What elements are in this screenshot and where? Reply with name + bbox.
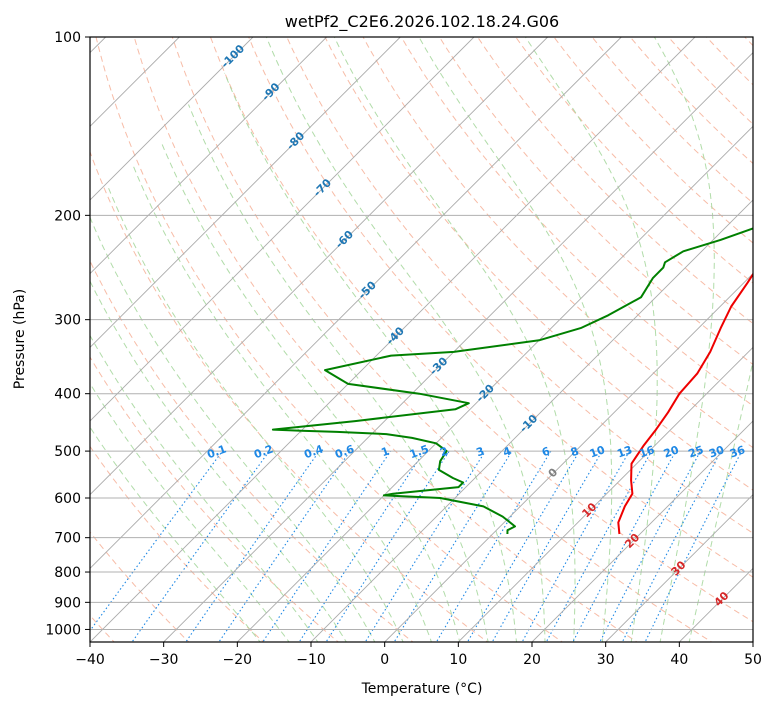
background-lines <box>90 37 753 642</box>
y-axis-label: Pressure (hPa) <box>12 289 28 389</box>
mixing-ratio-line <box>466 450 580 642</box>
isotherm-line <box>90 37 254 201</box>
mixing-ratio-label: 16 <box>637 443 656 461</box>
x-tick-label: 10 <box>449 652 467 668</box>
temperature-profile-line <box>617 272 753 535</box>
mixing-ratio-line <box>364 450 486 642</box>
x-tick-label: 20 <box>523 652 541 668</box>
chart-title: wetPf2_C2E6.2026.102.18.24.G06 <box>285 12 559 32</box>
mixing-ratio-line <box>218 450 351 642</box>
x-tick-label: −10 <box>296 652 326 668</box>
mixing-ratio-label: 36 <box>728 443 747 461</box>
isotherm-line <box>384 273 753 642</box>
x-tick-label: 50 <box>744 652 762 668</box>
mixing-ratio-label: 2 <box>438 444 450 459</box>
mixing-ratio-label: 6 <box>540 444 552 459</box>
mixing-ratio-label: 0.1 <box>205 442 228 461</box>
y-tick-label: 1000 <box>45 622 81 638</box>
mixing-ratio-label: 4 <box>501 444 513 459</box>
y-tick-label: 500 <box>54 444 81 460</box>
y-axis-ticks: 100 200 300 400 500 600 700 800 900 1000 <box>45 30 90 638</box>
plot-area <box>90 37 753 642</box>
sounding-series <box>271 227 753 535</box>
mixing-ratio-label: 0.4 <box>302 442 325 461</box>
isotherm-line <box>458 346 753 642</box>
mixing-ratio-line <box>131 450 270 642</box>
moist-adiabat-line <box>90 426 261 642</box>
y-tick-label: 100 <box>54 30 81 46</box>
x-tick-label: −40 <box>75 652 105 668</box>
moist-adiabat-line <box>132 165 432 642</box>
x-tick-label: 0 <box>380 652 389 668</box>
x-tick-label: 40 <box>670 652 688 668</box>
moist-adiabat-line <box>188 104 489 642</box>
y-tick-label: 200 <box>54 208 81 224</box>
mixing-ratio-label: 8 <box>569 444 581 459</box>
moist-adiabat-line <box>90 382 290 642</box>
mixing-ratio-line <box>325 450 450 642</box>
mixing-ratio-label: 1 <box>379 444 391 459</box>
x-axis-label: Temperature (°C) <box>361 681 483 697</box>
mixing-ratio-line <box>393 450 513 642</box>
mixing-ratio-label: 25 <box>687 443 706 460</box>
x-tick-label: 30 <box>597 652 615 668</box>
mixing-ratio-labels: 0.1 0.2 0.4 0.6 1 1.5 2 3 4 6 8 10 13 16 20 25 30 36 <box>205 442 747 461</box>
y-tick-label: 700 <box>54 531 81 547</box>
y-tick-label: 400 <box>54 387 81 403</box>
mixing-ratio-line <box>262 450 392 642</box>
x-axis-ticks: −40 −30 −20 −10 0 10 20 30 40 50 <box>75 642 762 668</box>
mixing-ratio-label: 20 <box>662 443 681 461</box>
mixing-ratio-label: 0.2 <box>252 442 275 461</box>
isotherm-line <box>310 199 753 642</box>
isotherm-line <box>531 420 753 642</box>
y-tick-label: 600 <box>54 491 81 507</box>
isotherm-line <box>90 37 548 496</box>
isotherm-line <box>90 37 401 348</box>
mixing-ratio-label: 3 <box>474 444 486 459</box>
mixing-ratio-label: 10 <box>588 443 607 461</box>
plot-frame <box>89 36 754 643</box>
moist-adiabat-line <box>90 216 376 642</box>
mixing-ratio-line <box>90 450 223 632</box>
mixing-ratio-line <box>185 450 320 642</box>
isotherm-line <box>163 52 753 642</box>
mixing-ratio-line <box>599 450 701 642</box>
y-tick-label: 300 <box>54 313 81 329</box>
dewpoint-profile-line <box>271 227 753 535</box>
x-tick-label: −20 <box>223 652 253 668</box>
moist-adiabat-line <box>160 141 461 642</box>
isotherm-line <box>90 37 622 569</box>
isotherm-line <box>605 494 753 642</box>
y-tick-label: 900 <box>54 595 81 611</box>
mixing-ratio-label: 30 <box>707 443 726 461</box>
moist-adiabat-line <box>90 334 319 642</box>
isotherm-line <box>90 37 475 422</box>
isotherm-line <box>90 37 696 642</box>
dry-adiabat-line <box>90 150 489 642</box>
moist-adiabat-line <box>90 280 347 642</box>
x-tick-label: −30 <box>149 652 179 668</box>
moist-adiabat-line <box>224 72 518 642</box>
mixing-ratio-label: 0.6 <box>333 442 356 461</box>
mixing-ratio-label: 13 <box>615 443 634 460</box>
mixing-ratio-line <box>298 450 425 642</box>
mixing-ratio-line <box>572 450 677 642</box>
dry-adiabat-line <box>90 259 414 642</box>
moist-adiabat-line <box>108 188 404 642</box>
mixing-ratio-line <box>621 450 722 642</box>
isotherm-line <box>90 37 327 275</box>
y-tick-label: 800 <box>54 565 81 581</box>
mixing-ratio-label: 1.5 <box>408 442 431 461</box>
